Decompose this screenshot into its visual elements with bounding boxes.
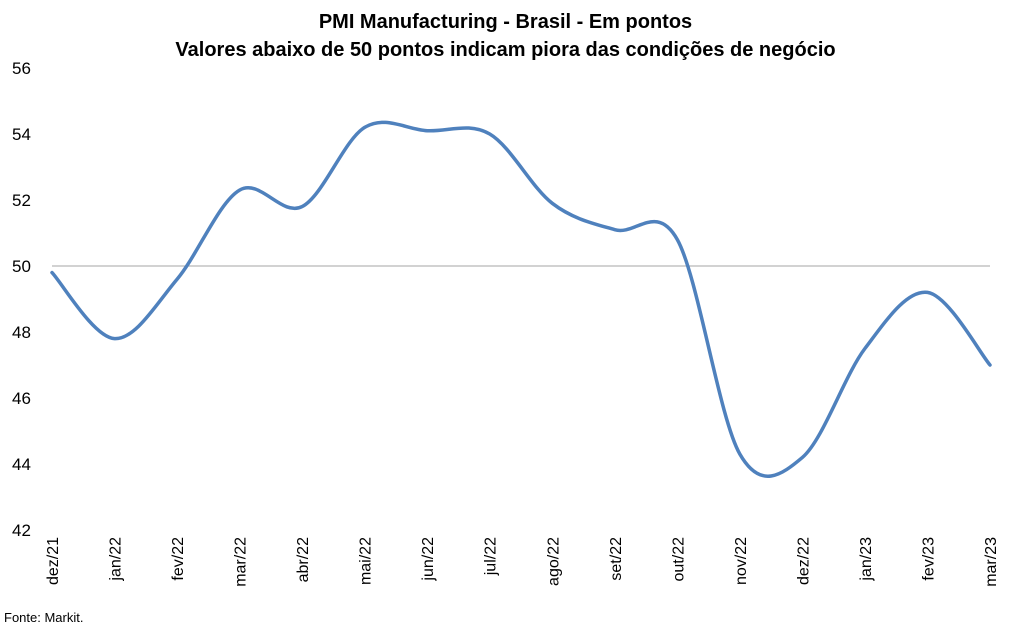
- y-tick-label: 52: [12, 191, 31, 210]
- chart-title: PMI Manufacturing - Brasil - Em pontos V…: [0, 8, 1011, 64]
- x-tick-label: mar/22: [233, 537, 250, 587]
- x-tick-label: fev/23: [920, 537, 937, 581]
- y-tick-label: 44: [12, 455, 31, 474]
- chart-subtitle: Valores abaixo de 50 pontos indicam pior…: [175, 39, 836, 61]
- data-point: [738, 452, 742, 456]
- data-point: [50, 271, 54, 275]
- y-tick-label: 50: [12, 257, 31, 276]
- chart-title-line1: PMI Manufacturing - Brasil - Em pontos: [318, 11, 693, 33]
- data-point: [488, 132, 492, 136]
- data-point: [863, 347, 867, 351]
- y-tick-label: 46: [12, 389, 31, 408]
- x-tick-label: jan/23: [858, 537, 875, 582]
- y-tick-label: 56: [12, 59, 31, 78]
- x-tick-label: nov/22: [733, 537, 750, 585]
- x-tick-label: mai/22: [358, 537, 375, 585]
- data-point: [113, 337, 117, 341]
- source-note: Fonte: Markit.: [4, 610, 84, 625]
- data-point: [300, 205, 304, 209]
- x-tick-label: fev/22: [170, 537, 187, 581]
- series-line-pmi: [50, 120, 992, 478]
- x-tick-label: dez/21: [45, 537, 62, 585]
- x-tick-label: set/22: [608, 537, 625, 581]
- x-tick-label: jul/22: [483, 537, 500, 576]
- y-tick-label: 48: [12, 323, 31, 342]
- data-point: [238, 188, 242, 192]
- x-tick-label: jan/22: [108, 537, 125, 582]
- x-tick-label: out/22: [670, 537, 687, 582]
- data-point: [425, 129, 429, 133]
- x-tick-label: ago/22: [545, 537, 562, 586]
- x-tick-label: dez/22: [795, 537, 812, 585]
- data-point: [988, 363, 992, 367]
- x-tick-label: mar/23: [983, 537, 1000, 587]
- x-tick-label: abr/22: [295, 537, 312, 582]
- data-point: [675, 238, 679, 242]
- data-point: [800, 455, 804, 459]
- y-tick-label: 42: [12, 521, 31, 540]
- x-tick-label: jun/22: [420, 537, 437, 582]
- data-point: [550, 201, 554, 205]
- data-point: [925, 290, 929, 294]
- y-tick-label: 54: [12, 125, 31, 144]
- data-point: [175, 277, 179, 281]
- data-point: [363, 125, 367, 129]
- data-point: [613, 228, 617, 232]
